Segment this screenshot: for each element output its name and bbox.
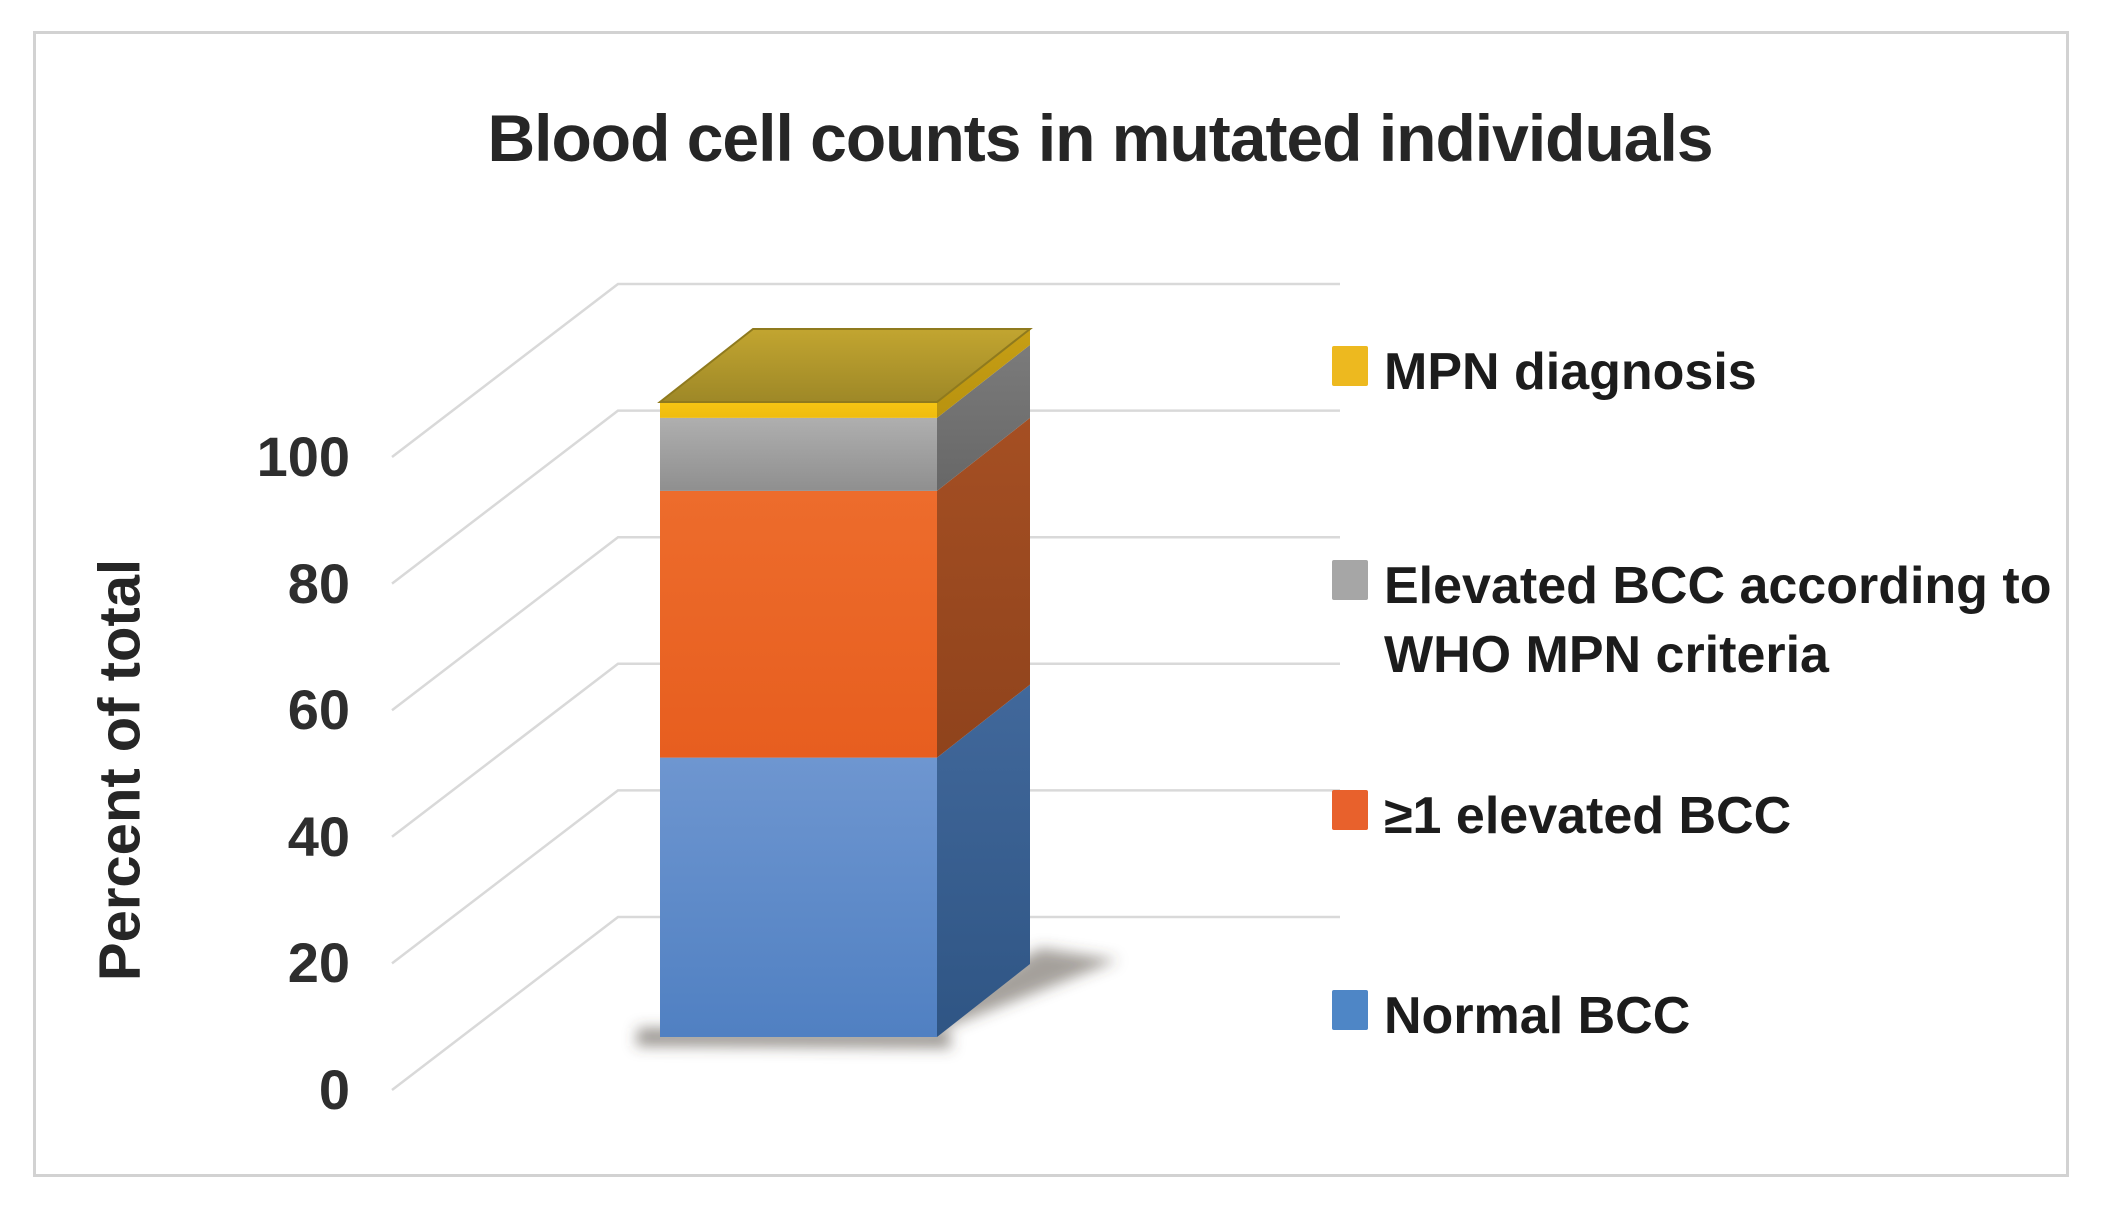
- stacked-bar: [657, 328, 1033, 1037]
- y-tick-label-100: 100: [256, 425, 350, 488]
- bar-segment-side-0: [937, 684, 1030, 1037]
- bar-segment-side-2: [937, 344, 1030, 491]
- gridline-0: [391, 915, 1340, 1091]
- y-axis-title: Percent of total: [87, 558, 153, 982]
- y-tick-label-0: 0: [318, 1058, 350, 1121]
- y-tick-label-40: 40: [287, 804, 350, 868]
- bar-segment-front-0: [660, 757, 937, 1037]
- chart-title: Blood cell counts in mutated individuals: [487, 101, 1713, 175]
- y-tick-label-60: 60: [287, 678, 350, 742]
- bar-top-face: [657, 328, 1033, 403]
- gridline-60: [391, 535, 1340, 712]
- legend-label: MPN diagnosis: [1384, 343, 1757, 401]
- legend-label: Normal BCC: [1384, 987, 1691, 1045]
- legend-label: ≥1 elevated BCC: [1384, 787, 1792, 845]
- legend-color-swatch-icon: [1332, 990, 1368, 1030]
- bar-segment-front-3: [660, 402, 937, 418]
- legend-item-1: Elevated BCC according to WHO MPN criter…: [1332, 552, 2072, 689]
- bar-segment-side-3: [937, 329, 1030, 418]
- bar-segment-front-1: [660, 490, 937, 758]
- legend-color-swatch-icon: [1332, 790, 1368, 830]
- gridline-100: [391, 282, 1340, 458]
- legend-item-3: Normal BCC: [1332, 982, 2072, 1051]
- y-tick-label-80: 80: [287, 551, 350, 615]
- bar-segment-side-1: [937, 417, 1030, 758]
- gridline-80: [391, 409, 1340, 585]
- y-tick-label-20: 20: [287, 931, 350, 995]
- gridline-40: [391, 662, 1340, 838]
- legend-item-2: ≥1 elevated BCC: [1332, 782, 2072, 851]
- legend-item-0: MPN diagnosis: [1332, 338, 2072, 407]
- gridlines: [391, 282, 1340, 1091]
- legend-label: Elevated BCC according to WHO MPN criter…: [1384, 557, 2052, 684]
- bar-segment-front-2: [660, 417, 937, 491]
- legend-color-swatch-icon: [1332, 346, 1368, 386]
- legend-color-swatch-icon: [1332, 560, 1368, 600]
- gridline-20: [391, 789, 1340, 965]
